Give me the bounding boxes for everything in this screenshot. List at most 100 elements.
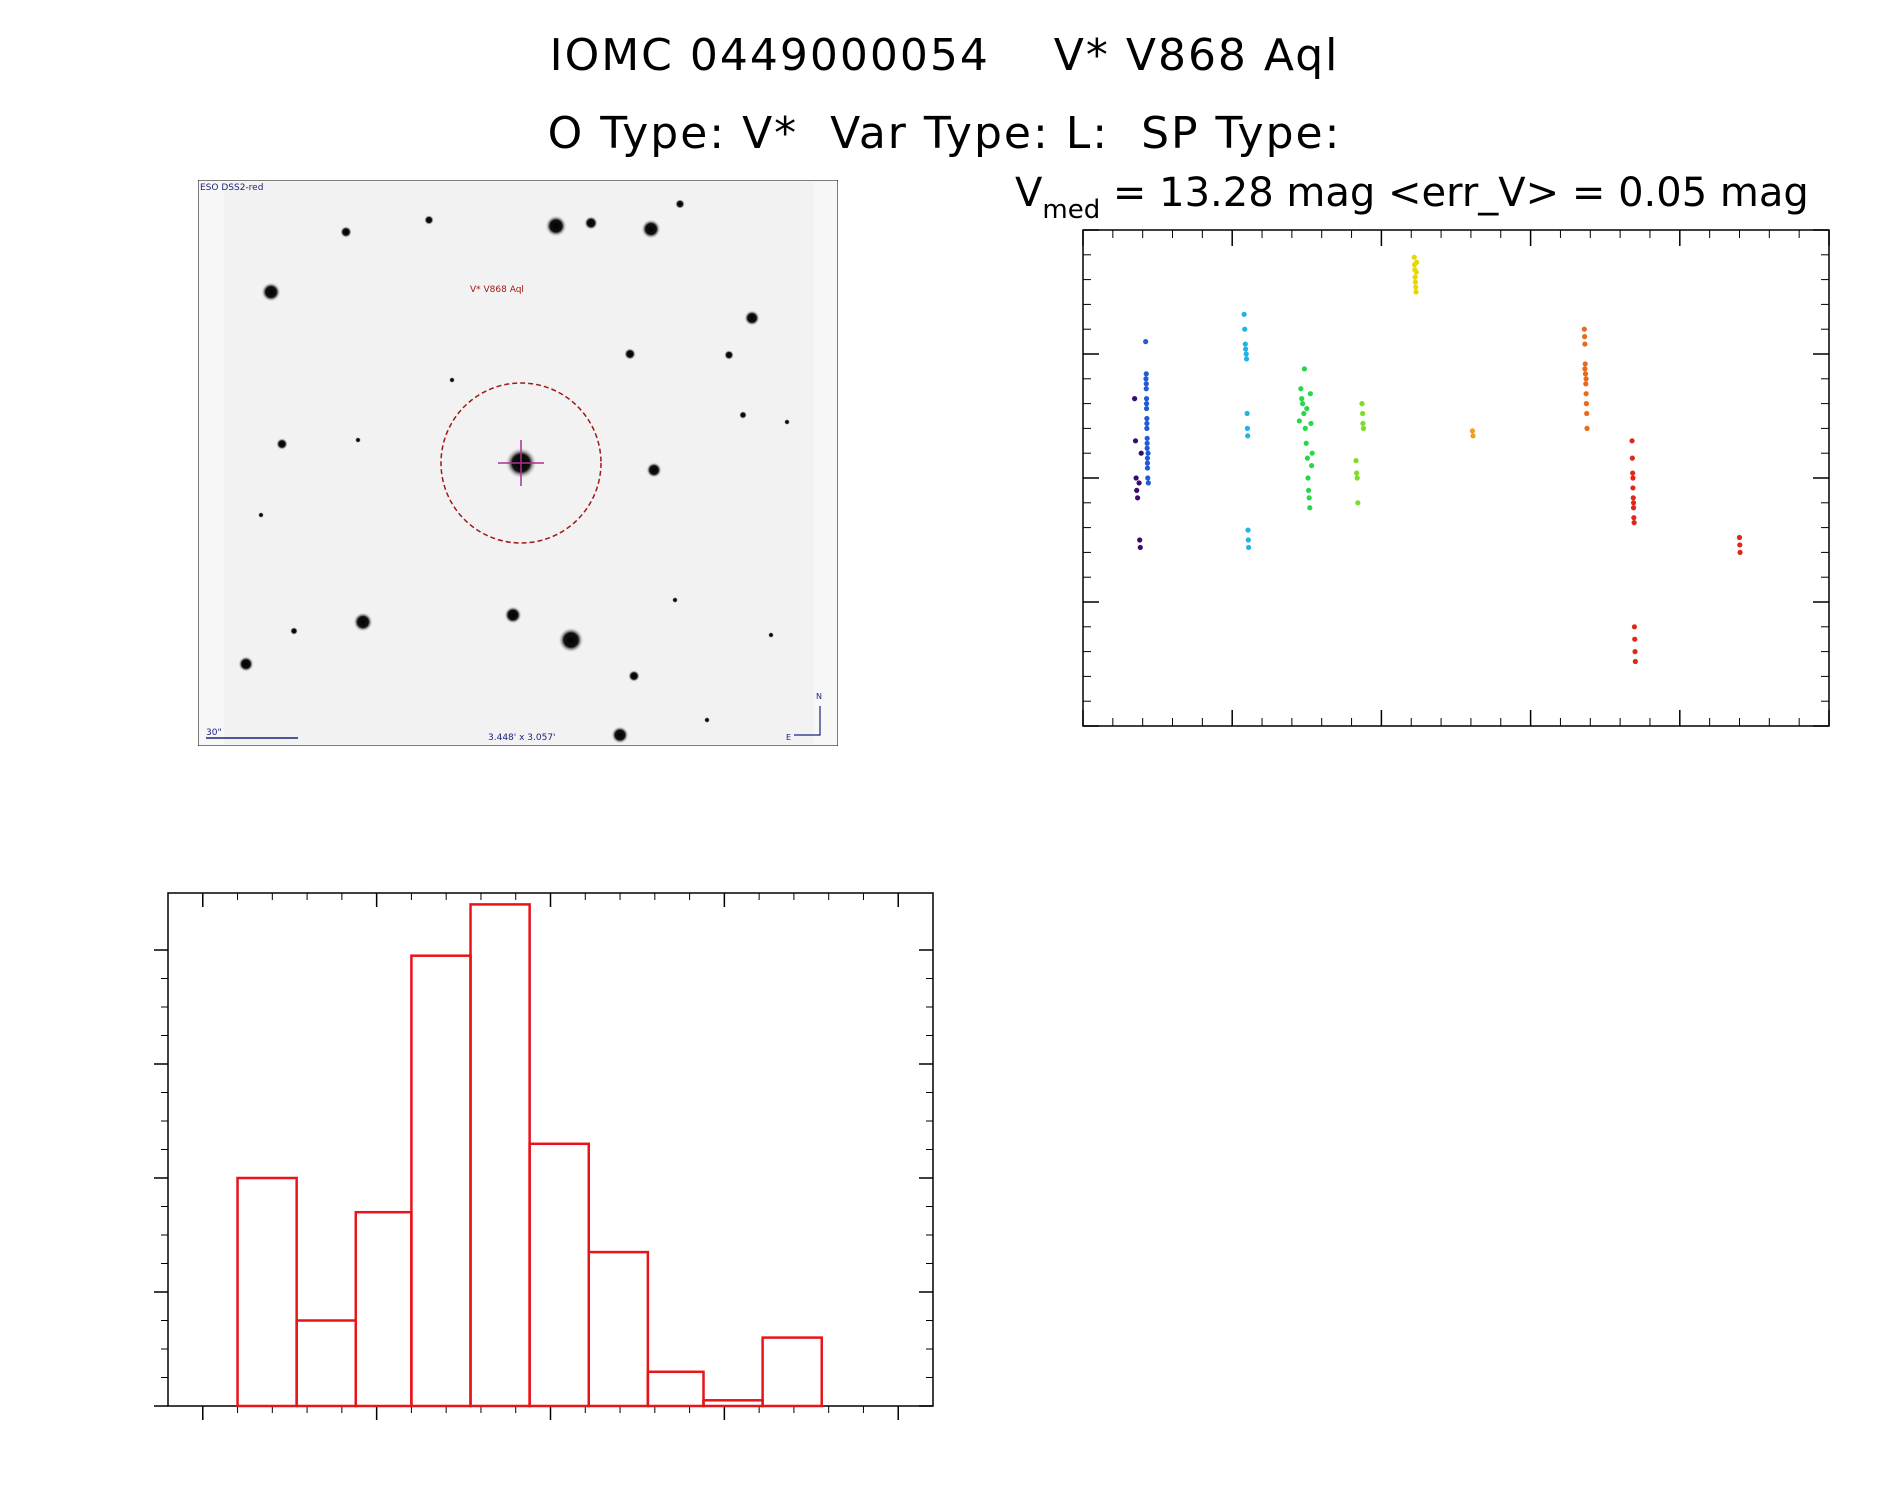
lc-point: [1242, 326, 1248, 332]
lc-point: [1137, 544, 1143, 551]
lc-point: [1412, 279, 1419, 285]
hist-bar: [354, 1210, 413, 1408]
lc-point: [1413, 284, 1419, 290]
lc-point: [1138, 450, 1144, 456]
lc-point: [1309, 450, 1315, 456]
lc-point: [1307, 391, 1313, 397]
lc-point: [1244, 425, 1251, 431]
lc-point: [1303, 440, 1309, 446]
lc-point: [1246, 544, 1252, 551]
lc-point: [1302, 425, 1308, 431]
lc-point: [1582, 371, 1589, 377]
lc-point: [1143, 381, 1149, 387]
lc-point: [1304, 455, 1310, 461]
target-circle: [440, 382, 602, 544]
lc-point: [1632, 649, 1638, 655]
sky-finder-image: ESO DSS2-red V* V868 Aql 30" 3.448' x 3.…: [198, 180, 838, 746]
lc-point: [1144, 435, 1150, 441]
lc-point: [1144, 420, 1150, 427]
hist-bar: [295, 1319, 358, 1408]
lc-point: [1632, 658, 1638, 665]
lc-point: [1243, 351, 1249, 357]
lc-point: [1630, 505, 1637, 511]
lc-point: [1412, 274, 1418, 280]
lc-point: [1300, 401, 1306, 407]
lc-point: [1143, 376, 1149, 382]
lc-point: [1630, 495, 1636, 501]
survey-label: ESO DSS2-red: [200, 183, 263, 193]
lc-point: [1354, 475, 1360, 481]
chart-title-line2: O Type: V* Var Type: L: SP Type:: [547, 108, 1342, 159]
lc-point: [1629, 455, 1635, 461]
hist-bar: [761, 1336, 823, 1408]
lc-point: [1414, 259, 1420, 265]
lc-point: [1353, 458, 1359, 464]
lc-point: [1301, 366, 1308, 372]
lc-point: [1581, 326, 1587, 332]
lc-point: [1241, 311, 1247, 317]
lc-point: [1583, 381, 1589, 387]
lc-point: [1583, 376, 1589, 382]
hist-bar: [587, 1250, 650, 1408]
lc-point: [1307, 505, 1313, 511]
lc-point: [1583, 391, 1589, 397]
lc-point: [1304, 405, 1310, 412]
lc-point: [1136, 480, 1142, 486]
lc-point: [1582, 366, 1588, 372]
lc-point: [1736, 534, 1743, 541]
lc-point: [1135, 495, 1141, 501]
lc-point: [1144, 425, 1150, 431]
lc-title: Vmed = 13.28 mag <err_V> = 0.05 mag: [1015, 170, 1809, 225]
lc-point: [1301, 410, 1307, 417]
lc-point: [1308, 420, 1314, 427]
lc-point: [1133, 475, 1139, 481]
lc-point: [1355, 500, 1361, 506]
lc-point: [1582, 341, 1588, 347]
lc-point: [1245, 537, 1251, 543]
lc-point: [1360, 420, 1366, 427]
lc-point: [1144, 455, 1151, 461]
lc-point: [1306, 495, 1312, 501]
lc-point: [1411, 254, 1417, 260]
hist-bar: [528, 1142, 590, 1408]
hist-bar: [702, 1399, 764, 1408]
lc-point: [1144, 460, 1151, 466]
lc-point: [1470, 433, 1476, 439]
lc-point: [1630, 485, 1636, 491]
scale-label: 30": [206, 728, 222, 738]
target-label: V* V868 Aql: [470, 285, 524, 295]
lc-point: [1737, 549, 1743, 556]
lc-point: [1737, 542, 1743, 548]
lc-point: [1631, 515, 1637, 521]
lc-point: [1308, 463, 1315, 469]
lc-point: [1145, 450, 1151, 456]
lc-point: [1143, 401, 1150, 407]
lc-point: [1144, 440, 1150, 446]
lc-point: [1305, 487, 1312, 493]
lc-point: [1134, 487, 1140, 493]
lc-point: [1144, 465, 1151, 471]
lc-point: [1629, 438, 1635, 444]
chart-title-line1: IOMC 0449000054 V* V868 Aql: [549, 30, 1340, 81]
lc-point: [1359, 401, 1365, 407]
lc-point: [1360, 410, 1366, 417]
lc-point: [1243, 356, 1250, 362]
lc-point: [1360, 425, 1367, 431]
hist-bar: [646, 1370, 705, 1408]
lc-point: [1145, 475, 1151, 481]
lc-point: [1245, 527, 1251, 533]
lc-point: [1143, 396, 1150, 402]
east-label: E: [786, 733, 791, 742]
lc-point: [1143, 339, 1149, 345]
lc-point: [1584, 425, 1590, 431]
lc-point: [1630, 470, 1636, 476]
hist-plot-frame: [167, 892, 934, 1407]
lc-point: [1145, 480, 1151, 486]
lc-point: [1132, 438, 1139, 444]
lc-point: [1144, 445, 1150, 451]
hist-bar: [236, 1176, 298, 1408]
lc-point: [1143, 371, 1149, 377]
north-label: N: [816, 692, 822, 701]
